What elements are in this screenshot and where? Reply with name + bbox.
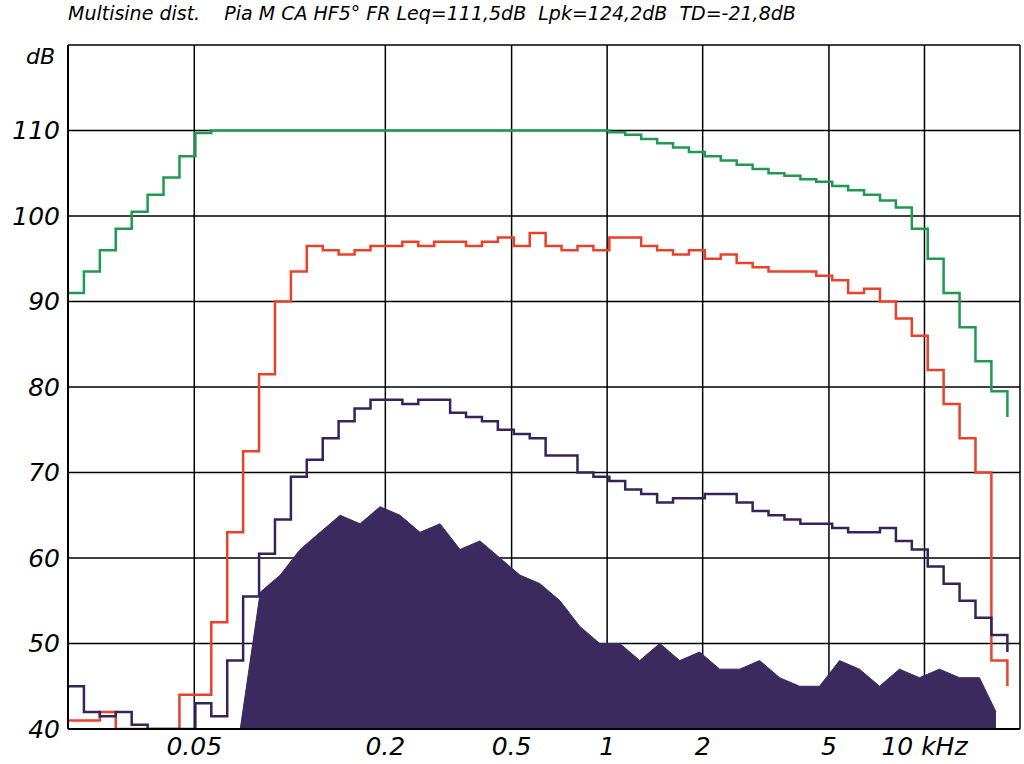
svg-text:100: 100 — [12, 202, 60, 231]
svg-text:60: 60 — [28, 544, 60, 573]
svg-text:5: 5 — [821, 732, 837, 761]
svg-text:0.05: 0.05 — [166, 732, 222, 761]
svg-text:0.5: 0.5 — [492, 732, 532, 761]
svg-text:40: 40 — [28, 715, 60, 744]
svg-text:90: 90 — [28, 287, 60, 316]
svg-text:0.2: 0.2 — [365, 732, 405, 761]
svg-text:70: 70 — [28, 458, 60, 487]
html-text:Multisine dist. Pia M CA HF5°: Multisine dist. Pia M CA HF5° FR Leq=111… — [68, 2, 796, 24]
svg-text:50: 50 — [28, 629, 60, 658]
svg-text:110: 110 — [12, 116, 60, 145]
svg-text:1: 1 — [599, 732, 615, 761]
svg-text:80: 80 — [28, 373, 60, 402]
svg-text:2: 2 — [695, 732, 711, 761]
svg-text:10 kHz: 10 kHz — [881, 732, 968, 761]
html-text:dB: dB — [26, 44, 56, 69]
